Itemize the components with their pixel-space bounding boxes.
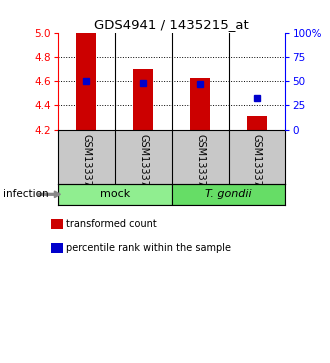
Text: T. gondii: T. gondii (205, 189, 252, 199)
Bar (58, 184, 172, 205)
Bar (76, 33, 96, 130)
Bar (133, 69, 153, 130)
Title: GDS4941 / 1435215_at: GDS4941 / 1435215_at (94, 19, 249, 32)
Text: percentile rank within the sample: percentile rank within the sample (66, 242, 231, 253)
Text: transformed count: transformed count (66, 219, 157, 229)
Text: GSM1333789: GSM1333789 (252, 134, 262, 199)
Text: mock: mock (100, 189, 130, 199)
Text: GSM1333786: GSM1333786 (81, 134, 91, 199)
Bar (190, 78, 210, 130)
Text: GSM1333787: GSM1333787 (138, 134, 148, 199)
Text: GSM1333788: GSM1333788 (195, 134, 205, 199)
Bar (247, 116, 267, 130)
Bar (172, 184, 285, 205)
Text: infection: infection (3, 189, 49, 199)
